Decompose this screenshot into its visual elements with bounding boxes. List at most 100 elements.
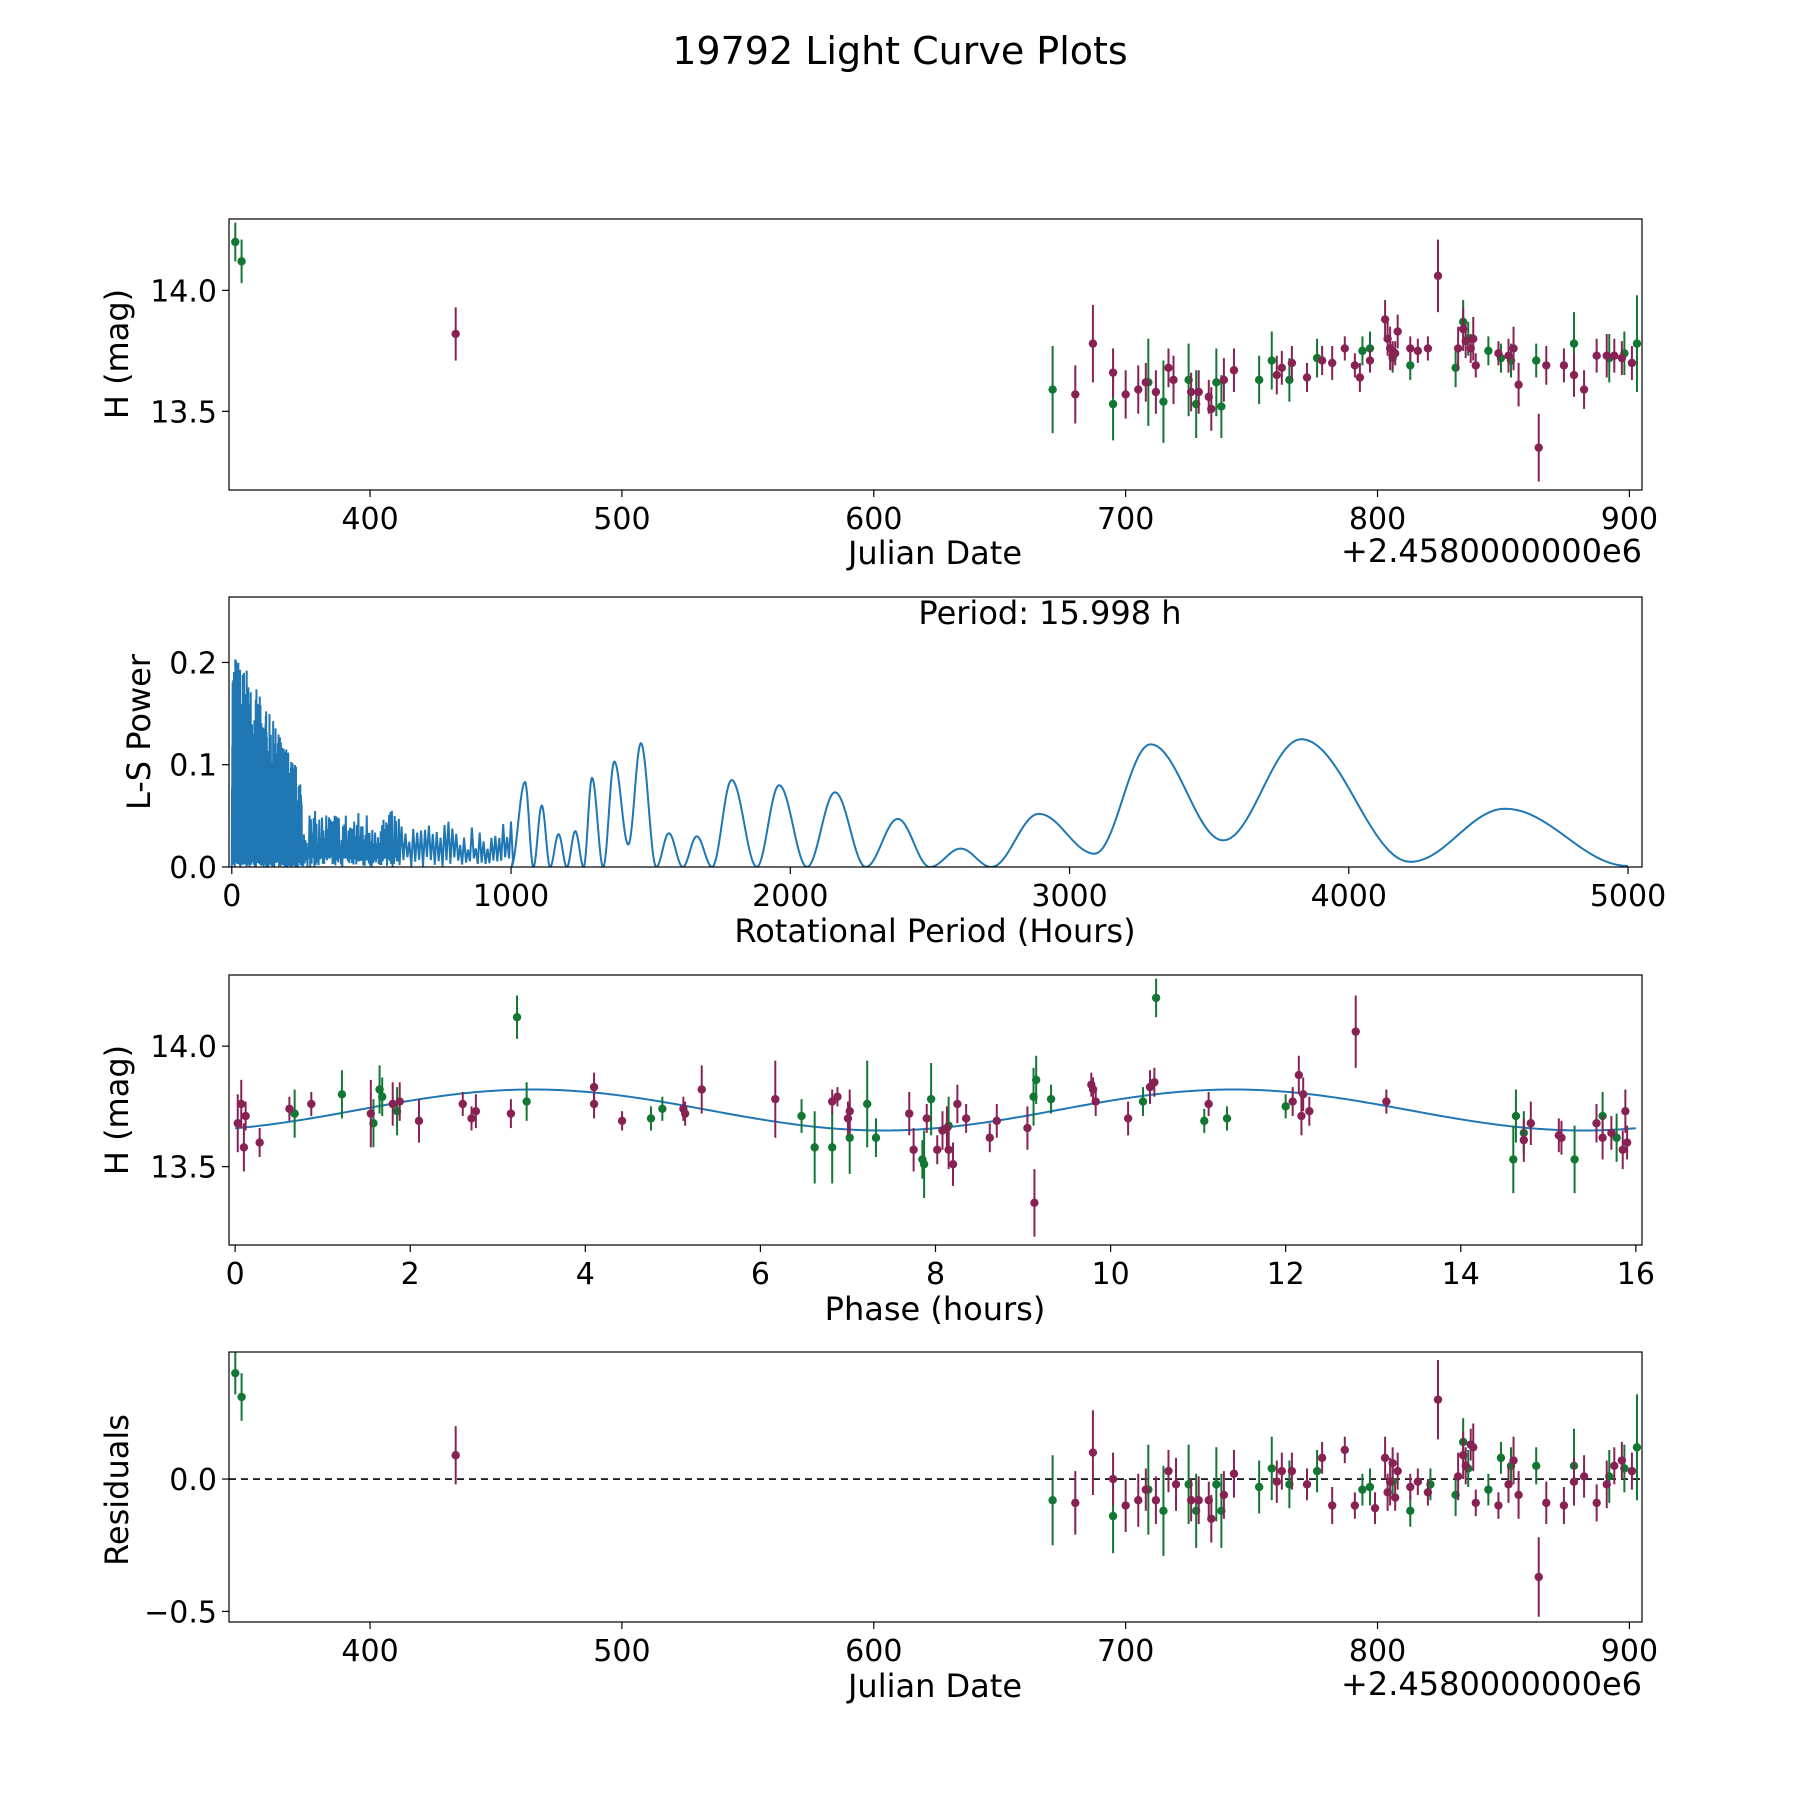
magenta-data-point [1617, 353, 1627, 363]
magenta-data-point [1350, 361, 1360, 370]
green-data-point [378, 1092, 387, 1101]
magenta-data-point [1277, 1466, 1287, 1476]
magenta-data-point [589, 1099, 599, 1109]
magenta-data-point [1471, 1498, 1480, 1508]
magenta-data-point [1413, 1477, 1423, 1486]
panel-3-xtick-label: 12 [1267, 1257, 1305, 1292]
magenta-data-point [1602, 1480, 1611, 1489]
magenta-data-point [1393, 327, 1402, 336]
magenta-data-point [922, 1114, 931, 1123]
magenta-data-point [1071, 390, 1080, 399]
green-data-point [1200, 1116, 1209, 1126]
green-data-point [1108, 1511, 1118, 1521]
magenta-data-point [1365, 356, 1375, 365]
panel-1-ytick-label: 13.5 [150, 395, 217, 430]
green-data-point [1159, 397, 1168, 406]
magenta-data-point [1610, 1461, 1619, 1471]
magenta-data-point [1272, 370, 1281, 380]
magenta-data-point [1302, 373, 1312, 382]
panel-1-xtick-label: 600 [845, 502, 902, 537]
magenta-data-point [1288, 1097, 1297, 1106]
panel-1-ytick-label: 14.0 [150, 274, 217, 309]
magenta-data-point [1509, 1456, 1518, 1465]
green-data-point [1569, 339, 1579, 348]
panel-4-xtick-label: 600 [845, 1634, 902, 1669]
green-data-point [1267, 356, 1276, 365]
magenta-data-point [1453, 344, 1463, 353]
panel-2-ytick-label: 0.0 [169, 851, 217, 886]
magenta-data-point [1186, 387, 1196, 397]
magenta-data-point [1622, 1138, 1632, 1147]
panel-1-xtick-label: 400 [341, 502, 398, 537]
magenta-data-point [471, 1107, 481, 1116]
green-data-point [810, 1143, 819, 1152]
magenta-data-point [1569, 370, 1579, 380]
magenta-data-point [1602, 351, 1611, 360]
magenta-data-point [1592, 351, 1601, 360]
magenta-data-point [905, 1109, 914, 1118]
green-data-point [1151, 993, 1161, 1003]
green-data-point [1108, 399, 1118, 409]
magenta-data-point [1406, 1482, 1415, 1492]
magenta-data-point [239, 1143, 249, 1152]
green-data-point [512, 1012, 522, 1022]
magenta-data-point [1302, 1480, 1312, 1489]
magenta-data-point [843, 1114, 853, 1123]
magenta-data-point [1471, 361, 1480, 370]
green-data-point [1312, 1466, 1322, 1476]
magenta-data-point [1287, 1466, 1297, 1476]
panel-1-offset-text: +2.4580000000e6 [1341, 532, 1642, 570]
panel-1-frame [228, 218, 1643, 491]
magenta-data-point [680, 1109, 690, 1118]
magenta-data-point [1351, 1027, 1360, 1036]
magenta-data-point [771, 1094, 780, 1104]
panel-3-xtick-label: 4 [576, 1257, 595, 1292]
green-data-point [1217, 402, 1226, 411]
magenta-data-point [1618, 1145, 1627, 1154]
panel-3-xtick-label: 16 [1617, 1257, 1655, 1292]
panel-2-xlabel: Rotational Period (Hours) [734, 912, 1135, 950]
magenta-data-point [1617, 1456, 1627, 1465]
panel-3-ytick-label: 13.5 [150, 1151, 217, 1186]
panel-3-xtick-label: 0 [226, 1257, 245, 1292]
green-data-point [871, 1133, 881, 1142]
panel-2-ytick-label: 0.2 [169, 646, 217, 681]
green-data-point [658, 1104, 667, 1113]
green-data-point [1406, 1506, 1415, 1516]
magenta-data-point [1108, 368, 1118, 377]
magenta-data-point [1519, 1135, 1529, 1145]
magenta-data-point [845, 1107, 854, 1116]
green-data-point [237, 257, 246, 266]
green-data-point [1406, 361, 1415, 370]
green-data-point [1267, 1464, 1276, 1473]
magenta-data-point [1134, 1496, 1143, 1505]
panel-residuals: 400 500 600 700 800 900 −0.5 0.0 Julian Date Re… [98, 1351, 1658, 1705]
panel-1-ylabel: H (mag) [98, 289, 136, 419]
magenta-data-point [1088, 339, 1098, 348]
green-data-point [1212, 1480, 1221, 1489]
magenta-data-point [944, 1145, 953, 1154]
magenta-data-point [1592, 1498, 1601, 1508]
magenta-data-point [366, 1109, 376, 1118]
magenta-data-point [697, 1085, 706, 1094]
green-data-point [231, 237, 240, 247]
magenta-data-point [1579, 1472, 1589, 1481]
magenta-data-point [1355, 373, 1365, 382]
magenta-data-point [985, 1133, 994, 1142]
panel-4-frame [228, 1351, 1643, 1623]
magenta-data-point [1406, 344, 1415, 353]
panel-magnitude-vs-date: 400 500 600 700 800 900 13.5 14.0 Julian Date H… [98, 218, 1658, 572]
panel-1-xtick-label: 700 [1097, 502, 1154, 537]
magenta-data-point [1433, 1395, 1443, 1404]
panel-4-xtick-label: 800 [1349, 1634, 1406, 1669]
panel-4-xtick-label: 900 [1601, 1634, 1658, 1669]
panel-1-xtick-label: 500 [593, 502, 650, 537]
magenta-data-point [1385, 1477, 1395, 1486]
panel-3-xtick-label: 8 [926, 1257, 945, 1292]
panel-3-xlabel: Phase (hours) [825, 1290, 1046, 1328]
magenta-data-point [1327, 358, 1337, 368]
green-data-point [1212, 378, 1221, 387]
green-data-point [1254, 1482, 1264, 1492]
green-data-point [1222, 1114, 1232, 1123]
magenta-data-point [833, 1092, 842, 1101]
